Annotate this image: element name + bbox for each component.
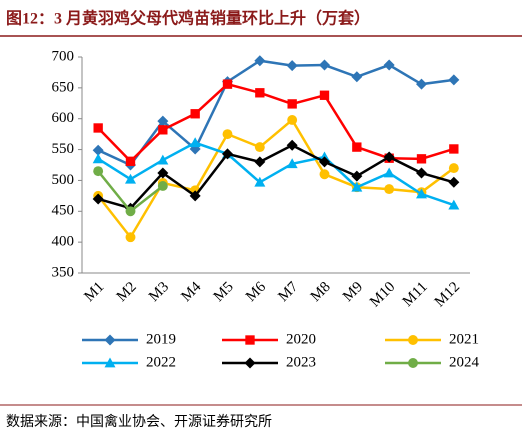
series-line	[97, 59, 454, 167]
y-tick-label: 350	[52, 264, 75, 280]
point	[255, 88, 265, 98]
point	[351, 170, 363, 182]
x-tick-label: M4	[178, 279, 204, 305]
point	[287, 99, 297, 109]
legend-marker	[408, 358, 418, 368]
series-line	[97, 118, 455, 240]
point	[416, 167, 427, 179]
x-tick-label: M5	[211, 279, 237, 305]
point	[157, 154, 169, 165]
point	[93, 123, 103, 133]
point	[319, 156, 330, 168]
point	[157, 181, 168, 191]
x-tick-label: M11	[400, 279, 431, 310]
point	[254, 156, 266, 168]
point	[286, 60, 298, 72]
point	[416, 154, 427, 164]
point	[157, 115, 169, 127]
legend-marker	[245, 335, 255, 345]
point	[319, 90, 330, 100]
series-line	[97, 143, 455, 210]
point	[416, 78, 427, 90]
point	[383, 59, 395, 71]
point	[319, 59, 330, 71]
legend-marker	[408, 335, 418, 345]
legend-label: 2024	[449, 354, 480, 370]
point	[92, 144, 104, 156]
legend-label: 2020	[286, 331, 316, 347]
point	[448, 176, 460, 188]
point	[254, 142, 265, 153]
x-tick-label: M8	[308, 279, 334, 305]
legend-label: 2022	[146, 354, 176, 370]
chart-title: 图12：3 月黄羽鸡父母代鸡苗销量环比上升（万套）	[6, 9, 370, 28]
point	[416, 188, 427, 199]
source: 数据来源：中国禽业协会、开源证券研究所	[6, 413, 272, 430]
point	[383, 167, 395, 178]
point	[286, 158, 298, 169]
point	[286, 139, 298, 151]
point	[125, 232, 136, 243]
legend-label: 2023	[286, 354, 316, 370]
point	[189, 137, 201, 148]
point	[92, 153, 104, 164]
point	[158, 125, 168, 135]
y-tick-label: 400	[52, 234, 75, 250]
point	[254, 55, 266, 67]
x-tick-label: M1	[81, 279, 107, 305]
point	[448, 74, 460, 86]
point	[222, 129, 233, 140]
point	[125, 173, 136, 184]
point	[449, 144, 459, 154]
legend-label: 2021	[449, 331, 479, 347]
legend-marker	[104, 357, 116, 368]
x-tick-label: M9	[340, 279, 366, 305]
x-tick-label: M7	[275, 279, 301, 305]
point	[352, 142, 362, 152]
point	[222, 79, 233, 89]
point	[351, 181, 363, 192]
y-tick-label: 550	[52, 141, 75, 157]
point	[448, 199, 460, 210]
legend-label: 2019	[146, 331, 176, 347]
point	[125, 206, 136, 217]
y-tick-label: 600	[52, 110, 75, 126]
x-tick-label: M6	[243, 279, 269, 305]
point	[351, 71, 363, 83]
legend-marker	[104, 334, 116, 346]
x-tick-label: M3	[146, 279, 172, 305]
point	[190, 109, 200, 119]
point	[222, 148, 233, 160]
series-line	[97, 141, 455, 207]
point	[384, 184, 395, 195]
x-tick-label: M10	[367, 279, 398, 310]
x-tick-label: M2	[114, 279, 140, 305]
point	[189, 190, 201, 202]
point	[92, 193, 104, 205]
point	[157, 167, 169, 179]
point	[254, 176, 266, 187]
y-tick-label: 500	[52, 172, 75, 188]
point	[93, 166, 104, 177]
y-tick-label: 700	[52, 48, 75, 64]
point	[287, 114, 298, 125]
point	[383, 151, 395, 163]
y-tick-label: 450	[52, 203, 75, 219]
x-tick-label: M12	[432, 279, 463, 310]
point	[448, 163, 459, 174]
series-line	[97, 82, 455, 164]
point	[319, 169, 330, 180]
point	[125, 156, 136, 166]
legend-marker	[244, 357, 256, 369]
y-tick-label: 650	[52, 79, 75, 95]
